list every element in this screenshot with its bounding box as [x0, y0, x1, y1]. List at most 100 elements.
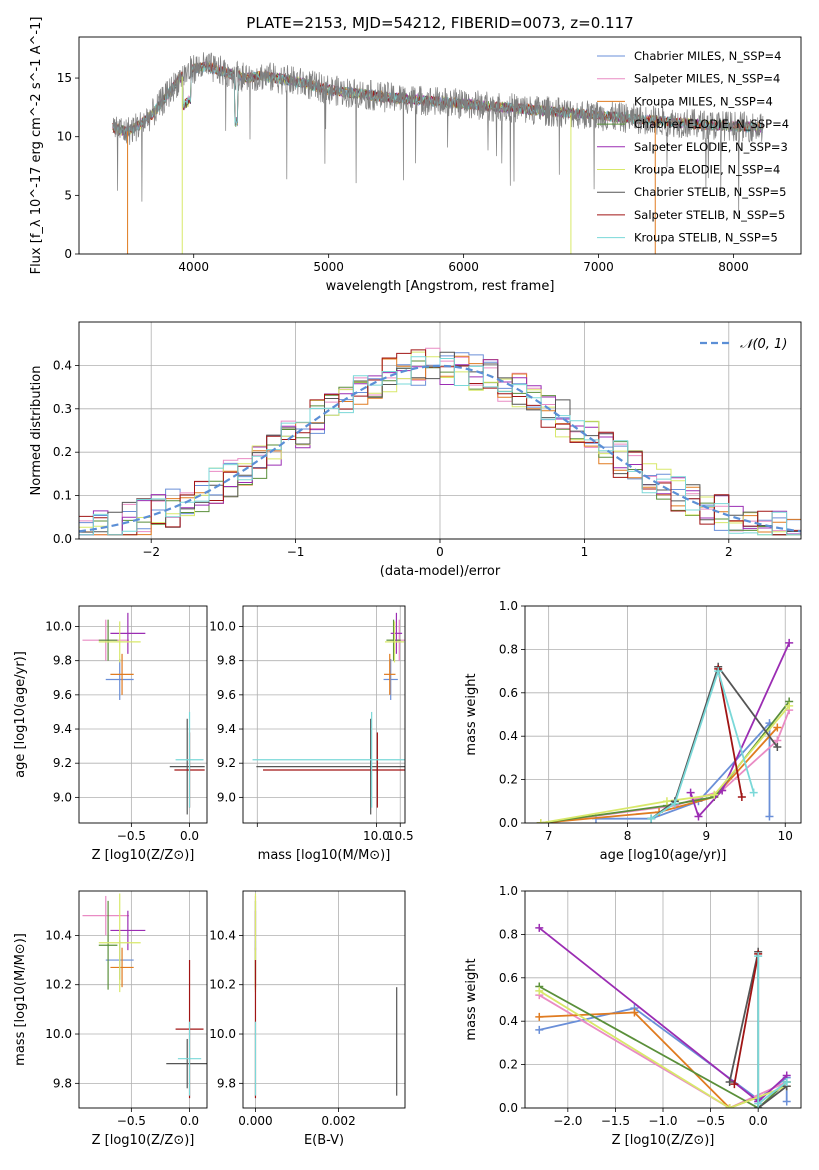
- weight-line-chab_stelib: [650, 664, 779, 820]
- x-tick-label: 2: [725, 545, 733, 559]
- x-tick-label: 1: [581, 545, 589, 559]
- y-tick-label: 10: [57, 130, 72, 144]
- axes-residual-histogram: −2 −1 0 1 2 0.0 0.1 0.2 0.3 0.4 (data-model)/error…: [29, 321, 802, 579]
- weight-line-salp_stelib: [733, 953, 760, 1085]
- axes-massweight-vs-Z: −2.0 −1.5 −1.0 −0.5 0.0 0.0 0.2 0.4 0.6 0.8 1.0 Z […: [464, 884, 802, 1148]
- weight-marker-krou_stelib: [647, 814, 656, 823]
- weight-marker-krou_stelib: [670, 799, 679, 808]
- y-axis-label: age [log10(age/yr)]: [13, 651, 28, 778]
- y-axis-label: mass weight: [464, 958, 479, 1040]
- weight-marker-krou_miles: [535, 1012, 544, 1021]
- plot-area-mass-vs-ebv: [254, 893, 398, 1099]
- x-tick-label: −1.5: [601, 1114, 630, 1128]
- weight-marker-chab_miles: [535, 1025, 544, 1034]
- y-tick-label: 0.6: [499, 971, 518, 985]
- weight-marker-krou_stelib: [754, 1099, 763, 1108]
- x-tick-label: 8000: [718, 260, 749, 274]
- weight-marker-salp_elodie: [694, 812, 703, 821]
- weight-marker-krou_elodie: [662, 797, 671, 806]
- legend-label-gaussian: 𝒩(0, 1): [740, 337, 787, 352]
- y-tick-label: 9.6: [217, 688, 236, 702]
- y-tick-label: 10.4: [209, 928, 236, 942]
- weight-line-krou_elodie: [540, 705, 790, 823]
- x-tick-label: 4000: [178, 260, 209, 274]
- axes-spectrum: 4000 5000 6000 7000 8000 0 5 10 15 wavelength [An…: [29, 17, 802, 294]
- y-tick-label: 9.6: [53, 688, 72, 702]
- weight-marker-krou_stelib: [754, 952, 763, 961]
- weight-line-salp_miles: [538, 994, 788, 1108]
- weight-marker-chab_miles: [765, 812, 774, 821]
- x-tick-label: 5000: [313, 260, 344, 274]
- weight-marker-krou_elodie: [535, 986, 544, 995]
- x-tick-label: −0.5: [117, 1114, 146, 1128]
- plot-area-massweight-vs-Z: [535, 923, 791, 1108]
- y-tick-label: 0.4: [499, 1014, 518, 1028]
- y-tick-label: 5: [64, 188, 72, 202]
- axes-mass-vs-Z: −0.5 0.0 9.8 10.0 10.2 10.4 Z [log10(Z/Z⊙)] mas…: [13, 890, 208, 1148]
- y-axis-label: Normed distribution: [29, 366, 44, 496]
- y-axis-label: mass weight: [464, 673, 479, 755]
- y-tick-label: 1.0: [499, 599, 518, 613]
- weight-marker-salp_elodie: [785, 638, 794, 647]
- x-tick-label: 10.5: [387, 829, 414, 843]
- y-tick-label: 0.4: [499, 729, 518, 743]
- weight-line-chab_elodie: [540, 700, 790, 823]
- axes-frame: [524, 605, 802, 824]
- x-tick-label: 8: [624, 829, 632, 843]
- x-tick-label: −1: [287, 545, 305, 559]
- y-tick-label: 0.0: [499, 816, 518, 830]
- y-tick-label: 10.4: [45, 928, 72, 942]
- y-axis-label: Flux [f_λ 10^-17 erg cm^-2 s^-1 A^-1]: [29, 17, 44, 275]
- y-tick-label: 9.4: [217, 722, 236, 736]
- y-tick-label: 0.2: [53, 445, 72, 459]
- y-tick-label: 10.0: [209, 1027, 236, 1041]
- gaussian-curve: [79, 364, 801, 533]
- x-tick-label: −2: [142, 545, 160, 559]
- x-tick-label: 0: [436, 545, 444, 559]
- x-tick-label: 10: [778, 829, 793, 843]
- x-tick-label: −0.5: [696, 1114, 725, 1128]
- y-tick-label: 10.0: [45, 1027, 72, 1041]
- x-tick-label: 10.0: [363, 829, 390, 843]
- weight-line-krou_miles: [540, 726, 778, 823]
- axes-frame: [78, 36, 802, 255]
- axes-frame: [78, 890, 208, 1109]
- y-tick-label: 10.0: [209, 620, 236, 634]
- legend: Chabrier MILES, N_SSP=4 Salpeter MILES, N…: [597, 49, 789, 245]
- weight-marker-krou_miles: [773, 723, 782, 732]
- plot-area-residual-histogram: [79, 347, 801, 536]
- y-tick-label: 9.2: [217, 756, 236, 770]
- y-tick-label: 15: [57, 71, 72, 85]
- histogram-krou_stelib: [79, 356, 801, 536]
- x-axis-label: E(B-V): [304, 1133, 344, 1148]
- x-axis-label: age [log10(age/yr)]: [600, 848, 727, 863]
- x-tick-label: 9: [703, 829, 711, 843]
- y-tick-label: 1.0: [499, 884, 518, 898]
- y-tick-label: 0.8: [499, 927, 518, 941]
- y-tick-label: 9.4: [53, 722, 72, 736]
- x-tick-label: 7000: [583, 260, 614, 274]
- figure-title: PLATE=2153, MJD=54212, FIBERID=0073, z=0…: [246, 14, 633, 32]
- plot-area-age-vs-mass: [252, 612, 405, 815]
- x-tick-label: 0.0: [749, 1114, 768, 1128]
- y-tick-label: 9.8: [53, 654, 72, 668]
- legend-label: Chabrier ELODIE, N_SSP=4: [634, 117, 789, 131]
- weight-marker-chab_stelib: [773, 743, 782, 752]
- plot-area-mass-vs-Z: [82, 893, 207, 1099]
- weight-marker-salp_elodie: [535, 923, 544, 932]
- weight-marker-chab_miles: [782, 1097, 791, 1106]
- axes-mass-vs-ebv: 0.000 0.002 9.8 10.0 10.2 10.4 E(B-V): [209, 890, 406, 1148]
- y-tick-label: 9.8: [217, 1076, 236, 1090]
- x-tick-label: 0.0: [180, 1114, 199, 1128]
- legend-label: Chabrier MILES, N_SSP=4: [634, 49, 781, 63]
- legend-label: Chabrier STELIB, N_SSP=5: [634, 185, 786, 199]
- legend-label: Kroupa ELODIE, N_SSP=4: [634, 163, 780, 177]
- weight-marker-chab_stelib: [725, 1077, 734, 1086]
- legend-label: Salpeter STELIB, N_SSP=5: [634, 208, 785, 222]
- x-tick-label: −2.0: [553, 1114, 582, 1128]
- y-tick-label: 9.8: [217, 654, 236, 668]
- y-tick-label: 9.2: [53, 756, 72, 770]
- weight-line-krou_elodie: [538, 990, 788, 1108]
- weight-marker-salp_stelib: [730, 1080, 739, 1089]
